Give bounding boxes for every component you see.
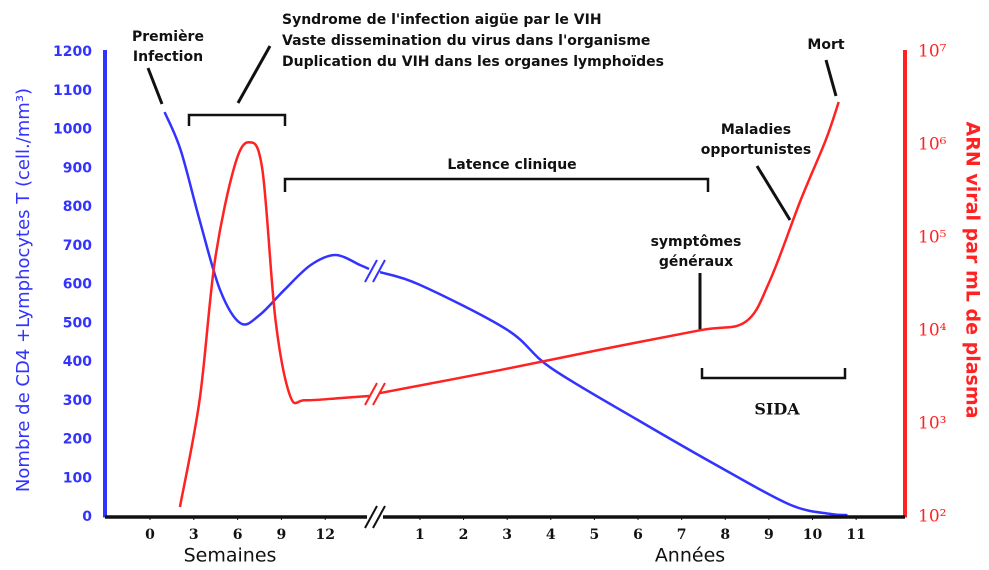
y-tick-label: 600 bbox=[63, 277, 92, 293]
line bbox=[379, 270, 848, 517]
y-tick-label: 100 bbox=[63, 470, 92, 486]
y2-tick-label: 10⁴ bbox=[918, 321, 947, 341]
pointer bbox=[824, 59, 838, 97]
annotation: Maladies bbox=[721, 122, 791, 138]
x-tick-label: 0 bbox=[145, 527, 155, 543]
x-tick-label: 7 bbox=[677, 527, 687, 543]
x-tick-label: 3 bbox=[502, 527, 512, 543]
y-tick-label: 0 bbox=[82, 509, 92, 525]
x-tick-label: 4 bbox=[546, 527, 556, 543]
x-tick-label: 6 bbox=[633, 527, 643, 543]
break-gap bbox=[370, 505, 380, 529]
y2-tick-label: 10² bbox=[918, 507, 946, 527]
y2-tick-label: 10⁶ bbox=[918, 135, 947, 155]
x-tick-label: 1 bbox=[415, 527, 425, 543]
y-tick-label: 200 bbox=[63, 432, 92, 448]
break-gap bbox=[370, 382, 380, 406]
break-mark bbox=[364, 382, 378, 406]
pointer bbox=[755, 165, 792, 221]
y2-tick-label: 10³ bbox=[918, 414, 946, 434]
y-tick-label: 500 bbox=[63, 315, 92, 331]
annotation: généraux bbox=[659, 254, 733, 270]
pointer bbox=[146, 67, 164, 105]
x-tick-label: 8 bbox=[720, 527, 730, 543]
annotation: Duplication du VIH dans les organes lymp… bbox=[282, 54, 664, 70]
x-axis-label: Semaines bbox=[184, 545, 277, 567]
annotation: Syndrome de l'infection aigüe par le VIH bbox=[282, 12, 602, 28]
break-mark bbox=[372, 382, 386, 406]
annotation: Latence clinique bbox=[447, 157, 576, 173]
y-tick-label: 300 bbox=[63, 393, 92, 409]
x-tick-label: 9 bbox=[764, 527, 774, 543]
y-axis-label: Nombre de CD4 +Lymphocytes T (cell./mm³) bbox=[13, 88, 34, 492]
x-tick-label: 6 bbox=[233, 527, 243, 543]
annotation: Mort bbox=[807, 37, 844, 53]
y2-tick-label: 10⁵ bbox=[918, 228, 947, 248]
annotation: opportunistes bbox=[701, 142, 811, 158]
annotation: Première bbox=[132, 29, 204, 45]
y2-tick-label: 10⁷ bbox=[918, 42, 947, 62]
bracket bbox=[283, 177, 710, 192]
y-tick-label: 1000 bbox=[53, 122, 92, 138]
line bbox=[379, 101, 840, 395]
break-mark bbox=[364, 505, 378, 529]
break-mark bbox=[372, 259, 386, 283]
x-tick-label: 2 bbox=[459, 527, 469, 543]
x-tick-label: 5 bbox=[590, 527, 600, 543]
x-tick-label: 10 bbox=[803, 527, 823, 543]
annotation: Infection bbox=[133, 49, 203, 65]
y2-axis-label: ARN viral par mL de plasma bbox=[962, 122, 984, 419]
x-tick-label: 3 bbox=[189, 527, 199, 543]
pointer bbox=[236, 45, 272, 104]
annotation: symptômes bbox=[651, 234, 742, 250]
x-tick-label: 9 bbox=[277, 527, 287, 543]
x-axis-label: Années bbox=[655, 545, 725, 567]
break-gap bbox=[370, 259, 380, 283]
x-tick-label: 11 bbox=[846, 527, 865, 543]
bracket bbox=[700, 368, 847, 380]
annotation: SIDA bbox=[754, 400, 800, 419]
bracket bbox=[187, 113, 287, 126]
y-tick-label: 400 bbox=[63, 354, 92, 370]
y-tick-label: 1200 bbox=[53, 44, 92, 60]
line bbox=[178, 141, 370, 508]
y-tick-label: 700 bbox=[63, 238, 92, 254]
break-mark bbox=[364, 259, 378, 283]
annotation: Vaste dissemination du virus dans l'orga… bbox=[282, 33, 650, 49]
line bbox=[163, 111, 370, 326]
break-mark bbox=[372, 505, 386, 529]
y-tick-label: 800 bbox=[63, 199, 92, 215]
y-tick-label: 1100 bbox=[53, 83, 92, 99]
x-tick-label: 12 bbox=[315, 527, 334, 543]
y-tick-label: 900 bbox=[63, 160, 92, 176]
